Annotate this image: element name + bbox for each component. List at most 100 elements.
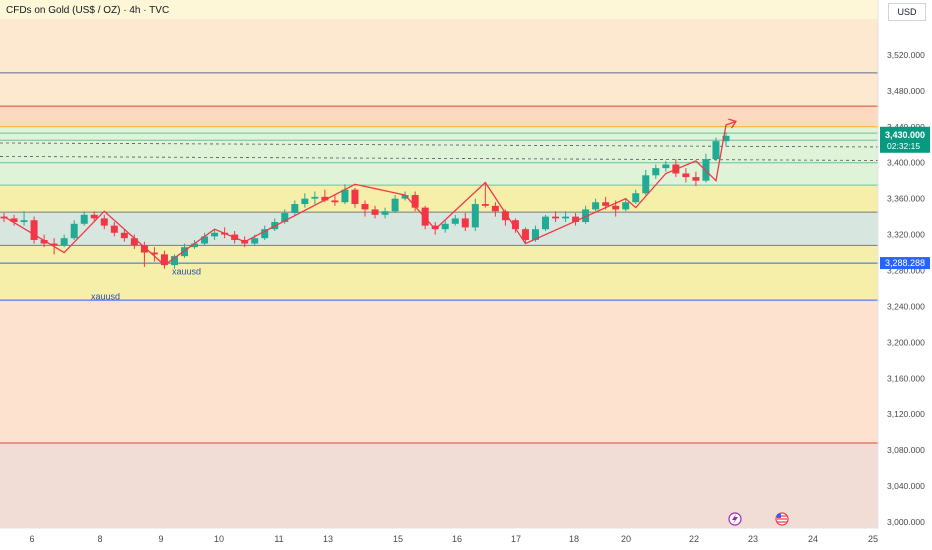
candle-body[interactable] bbox=[511, 220, 519, 230]
zone-band bbox=[0, 300, 878, 443]
candle-body[interactable] bbox=[140, 245, 148, 253]
candle-body[interactable] bbox=[592, 202, 600, 210]
candle-body[interactable] bbox=[321, 196, 329, 201]
candle-body[interactable] bbox=[542, 216, 549, 230]
time-tick-label: 11 bbox=[274, 534, 283, 544]
candle-body[interactable] bbox=[191, 243, 199, 248]
candle-body[interactable] bbox=[170, 256, 178, 266]
candle-body[interactable] bbox=[351, 189, 359, 205]
time-tick-label: 9 bbox=[158, 534, 163, 544]
time-tick-label: 16 bbox=[452, 534, 462, 544]
last-price-label: 3,430.000 bbox=[885, 130, 925, 140]
candle-body[interactable] bbox=[622, 202, 630, 210]
candle-body[interactable] bbox=[642, 175, 650, 194]
candle-body[interactable] bbox=[722, 135, 730, 142]
candle-body[interactable] bbox=[40, 239, 48, 244]
currency-button[interactable]: USD bbox=[888, 3, 926, 21]
candle-body[interactable] bbox=[301, 198, 309, 205]
candle-body[interactable] bbox=[0, 216, 8, 219]
price-axis-panel bbox=[878, 0, 932, 550]
candle-body[interactable] bbox=[692, 177, 700, 181]
candle-body[interactable] bbox=[341, 189, 349, 203]
candle-body[interactable] bbox=[411, 195, 419, 208]
price-tick-label: 3,480.000 bbox=[887, 86, 925, 96]
annotation-label-2: xauusd bbox=[91, 292, 120, 302]
candle-body[interactable] bbox=[572, 216, 580, 223]
candle-body[interactable] bbox=[501, 211, 509, 221]
zone-band bbox=[0, 106, 878, 127]
price-tick-label: 3,280.000 bbox=[887, 266, 925, 276]
candle-body[interactable] bbox=[552, 216, 560, 219]
candle-body[interactable] bbox=[20, 220, 28, 223]
zigzag-line[interactable] bbox=[3, 120, 737, 266]
candle-body[interactable] bbox=[100, 218, 108, 226]
candle-body[interactable] bbox=[291, 204, 299, 214]
candle-body[interactable] bbox=[441, 223, 449, 230]
lightning-icon[interactable] bbox=[728, 512, 742, 526]
time-tick-label: 23 bbox=[748, 534, 758, 544]
time-tick-label: 13 bbox=[323, 534, 333, 544]
candle-body[interactable] bbox=[281, 213, 289, 223]
time-axis-panel bbox=[0, 528, 932, 550]
time-tick-label: 8 bbox=[97, 534, 102, 544]
us-flag-icon[interactable] bbox=[775, 512, 789, 526]
candle-body[interactable] bbox=[582, 209, 590, 223]
candle-body[interactable] bbox=[30, 220, 38, 240]
candle-body[interactable] bbox=[90, 214, 98, 219]
price-tick-label: 3,200.000 bbox=[887, 337, 925, 347]
zone-band bbox=[0, 212, 878, 246]
last-price-badge bbox=[880, 126, 930, 153]
candle-body[interactable] bbox=[70, 223, 78, 239]
zigzag-arrow-head bbox=[728, 118, 738, 129]
zone-band bbox=[0, 263, 878, 301]
candle-body[interactable] bbox=[602, 202, 610, 206]
price-tick-label: 3,240.000 bbox=[887, 301, 925, 311]
candle-body[interactable] bbox=[712, 141, 720, 160]
candle-body[interactable] bbox=[531, 229, 539, 240]
candle-body[interactable] bbox=[381, 211, 389, 215]
candle-body[interactable] bbox=[150, 252, 158, 255]
candle-body[interactable] bbox=[181, 247, 188, 257]
zone-band bbox=[0, 126, 878, 186]
candle-body[interactable] bbox=[60, 238, 68, 246]
zone-band bbox=[0, 72, 878, 107]
candle-body[interactable] bbox=[371, 209, 379, 215]
candle-body[interactable] bbox=[110, 225, 118, 233]
candle-body[interactable] bbox=[471, 204, 479, 228]
candle-body[interactable] bbox=[211, 232, 219, 237]
candle-body[interactable] bbox=[251, 238, 259, 244]
candle-body[interactable] bbox=[421, 207, 429, 226]
candle-body[interactable] bbox=[652, 168, 660, 176]
candle-body[interactable] bbox=[201, 236, 209, 244]
candle-body[interactable] bbox=[160, 254, 168, 266]
candle-body[interactable] bbox=[662, 164, 670, 169]
candle-body[interactable] bbox=[431, 225, 439, 230]
candle-body[interactable] bbox=[481, 204, 489, 206]
candle-body[interactable] bbox=[361, 204, 369, 210]
price-tick-label: 3,360.000 bbox=[887, 194, 925, 204]
candle-body[interactable] bbox=[612, 205, 620, 210]
time-tick-label: 6 bbox=[29, 534, 34, 544]
candle-body[interactable] bbox=[562, 216, 570, 219]
candle-body[interactable] bbox=[521, 229, 529, 240]
candle-body[interactable] bbox=[491, 205, 499, 212]
candle-body[interactable] bbox=[331, 200, 339, 203]
candle-body[interactable] bbox=[10, 218, 18, 223]
candle-body[interactable] bbox=[401, 195, 409, 199]
dashed-level-line bbox=[0, 156, 879, 161]
candle-body[interactable] bbox=[311, 196, 319, 199]
candle-body[interactable] bbox=[461, 218, 469, 228]
candle-body[interactable] bbox=[50, 243, 58, 246]
candle-body[interactable] bbox=[130, 238, 138, 246]
candle-body[interactable] bbox=[682, 173, 690, 178]
candle-body[interactable] bbox=[451, 218, 459, 224]
candle-body[interactable] bbox=[632, 193, 640, 203]
price-tick-label: 3,080.000 bbox=[887, 445, 925, 455]
candle-body[interactable] bbox=[80, 214, 88, 224]
time-tick-label: 17 bbox=[511, 534, 521, 544]
candle-body[interactable] bbox=[120, 232, 128, 239]
candle-body[interactable] bbox=[261, 229, 269, 239]
candle-body[interactable] bbox=[391, 198, 399, 212]
